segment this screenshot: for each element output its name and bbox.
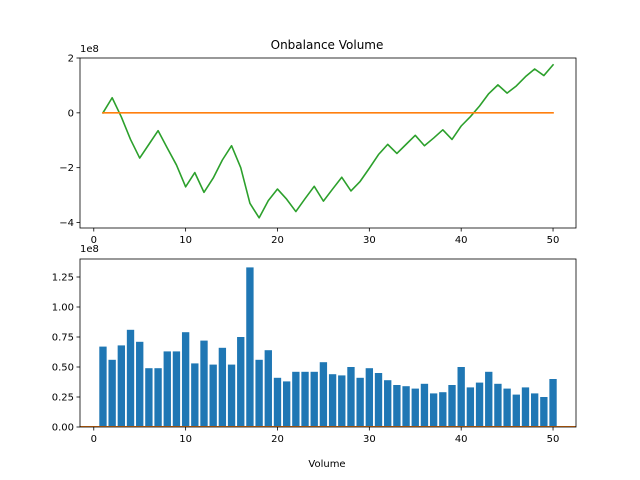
volume-bar-33 [393,385,401,427]
volume-bar-12 [200,340,208,427]
volume-ticks: 0 10 20 30 40 50 1.25 1.00 0.75 0.50 0.25 0.00 [52,273,560,446]
volume-bar-17 [246,267,254,427]
y-tick-label: 0.00 [52,423,74,434]
x-tick-label: 10 [179,235,192,246]
volume-bar-43 [485,371,493,427]
x-tick-label: 10 [179,434,192,445]
volume-bar-23 [301,371,309,427]
x-tick-label: 20 [271,434,284,445]
y-tick-label: 1.00 [52,303,74,314]
volume-bar-10 [181,332,190,427]
volume-bar-11 [191,363,199,427]
y-tick-label: 2 [68,54,74,65]
y-tick-label: −4 [59,218,74,229]
volume-bar-2 [108,359,116,427]
volume-bar-31 [374,373,383,427]
y-tick-label: 0.25 [52,393,74,404]
x-tick-label: 30 [363,434,376,445]
volume-bar-24 [310,371,318,427]
volume-bar-35 [411,388,419,427]
obv-series-line [101,63,555,219]
volume-bar-34 [402,386,410,427]
volume-bar-19 [264,350,272,427]
volume-plot-area [80,267,576,427]
volume-bar-29 [356,377,364,427]
volume-bar-7 [154,368,162,427]
volume-bar-27 [338,375,346,427]
volume-bar-32 [384,380,392,427]
y-offset-label-bottom: 1e8 [80,244,99,255]
y-offset-label-top: 1e8 [80,44,99,55]
volume-bar-37 [429,393,438,427]
x-tick-label: 20 [271,235,284,246]
volume-bar-8 [163,351,171,427]
volume-bar-3 [117,345,126,427]
volume-bar-26 [328,374,337,427]
volume-bar-48 [530,393,539,427]
volume-bar-41 [466,387,475,427]
obv-plot-area [101,63,555,219]
volume-bar-30 [365,368,374,427]
volume-bar-20 [273,377,282,427]
volume-bar-36 [420,383,429,427]
volume-bar-28 [347,367,355,427]
volume-bar-14 [218,347,227,427]
volume-bar-21 [282,381,291,427]
volume-panel: 1e8 0 10 20 30 40 501.251.000.750.500.250.00 … [52,244,577,470]
y-tick-label: 0.50 [52,363,74,374]
x-tick-label: 50 [547,235,560,246]
volume-bar-45 [503,388,511,427]
x-tick-label: 0 [91,235,97,246]
x-tick-label: 0 [91,434,97,445]
volume-bar-16 [237,337,245,427]
volume-bar-40 [457,367,465,427]
volume-bar-46 [512,394,520,427]
volume-bar-42 [475,382,484,427]
volume-bar-25 [319,362,328,427]
volume-bar-47 [521,387,530,427]
volume-axes-frame [79,258,577,428]
x-tick-label: 50 [547,434,560,445]
obv-axes-frame [79,57,577,229]
volume-bar-6 [145,368,153,427]
volume-bar-18 [255,359,263,427]
volume-bar-49 [540,397,548,427]
y-tick-label: 0.75 [52,333,74,344]
volume-bar-15 [227,364,236,427]
volume-bar-38 [439,392,447,427]
volume-bar-39 [448,385,456,427]
y-tick-label: 0 [68,108,74,119]
volume-bar-9 [172,351,181,427]
y-tick-label: −2 [59,163,74,174]
x-tick-label: 40 [455,434,468,445]
x-tick-label: 30 [363,235,376,246]
x-axis-label: Volume [308,459,345,470]
volume-bar-5 [136,341,144,427]
y-tick-label: 1.25 [52,273,74,284]
volume-bar-13 [209,364,217,427]
chart-title: Onbalance Volume [271,38,384,52]
volume-bar-22 [292,371,300,427]
volume-bar-4 [126,329,135,427]
volume-bar-1 [99,346,107,427]
volume-bar-50 [549,379,557,427]
x-tick-label: 40 [455,235,468,246]
volume-bar-44 [494,383,502,427]
